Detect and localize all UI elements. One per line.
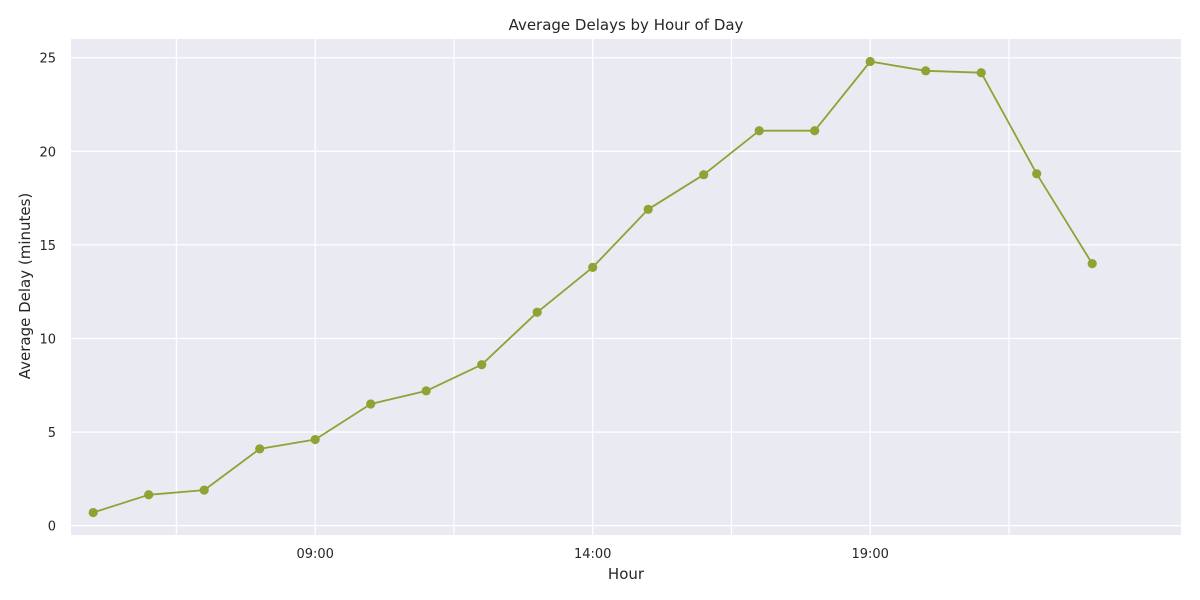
data-point xyxy=(199,485,209,495)
data-point xyxy=(976,68,986,78)
data-point xyxy=(477,360,487,370)
grid xyxy=(71,39,1181,535)
chart-title: Average Delays by Hour of Day xyxy=(509,16,744,34)
data-point xyxy=(310,434,320,445)
data-point xyxy=(366,399,376,409)
x-tick-label: 14:00 xyxy=(574,547,611,562)
plot-area xyxy=(71,39,1181,535)
data-point xyxy=(532,307,542,317)
data-point xyxy=(865,56,875,67)
data-point xyxy=(1032,169,1042,179)
data-point xyxy=(88,507,98,518)
x-axis-label: Hour xyxy=(608,565,645,583)
y-tick-label: 20 xyxy=(39,145,56,160)
data-point xyxy=(144,490,154,500)
y-axis-label: Average Delay (minutes) xyxy=(16,193,34,380)
x-tick-label: 09:00 xyxy=(296,547,333,562)
y-axis-ticks: 0 5 10 15 20 25 xyxy=(39,52,56,535)
y-tick-label: 5 xyxy=(48,426,56,441)
data-point xyxy=(921,66,931,76)
data-point xyxy=(754,126,764,136)
data-point xyxy=(699,170,709,180)
data-point xyxy=(588,262,598,272)
y-tick-label: 0 xyxy=(48,520,56,535)
data-point xyxy=(1087,259,1097,269)
x-tick-label: 19:00 xyxy=(851,547,888,562)
data-point xyxy=(421,386,431,396)
y-tick-label: 25 xyxy=(39,52,56,67)
data-point xyxy=(643,204,653,214)
y-tick-label: 15 xyxy=(39,239,56,254)
x-axis-ticks: 09:00 14:00 19:00 xyxy=(296,547,888,562)
data-point xyxy=(810,126,820,136)
data-point xyxy=(255,444,265,454)
series-group xyxy=(88,56,1097,518)
y-tick-label: 10 xyxy=(39,332,56,347)
